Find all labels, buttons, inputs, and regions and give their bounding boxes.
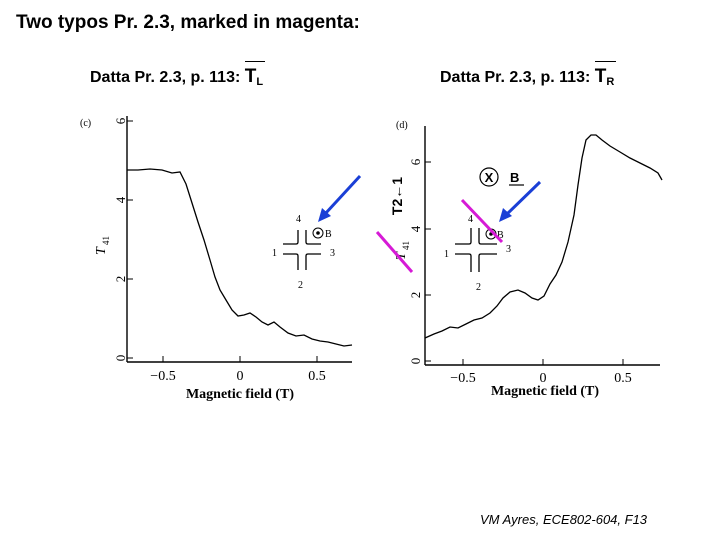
left-inset-terminal-4: 4 [296, 214, 301, 225]
right-y-tick-label: 4 [408, 225, 423, 232]
b-symbol-typo-strike [460, 198, 504, 244]
left-heading-overbar [244, 61, 266, 62]
circled-x-symbol [479, 167, 499, 187]
right-x-tick-label: 0.5 [614, 371, 632, 386]
right-x-tick-label: −0.5 [450, 371, 475, 386]
right-inset-b-label: B [497, 230, 504, 241]
left-y-tick-label: 6 [113, 117, 128, 124]
y-label-typo-strike [375, 231, 414, 273]
left-blue-arrow-shaft [323, 174, 362, 216]
left-panel-heading: Datta Pr. 2.3, p. 113: TL [90, 61, 266, 88]
right-y-tick-label: 6 [408, 158, 423, 165]
left-heading-symbol: TL [244, 61, 266, 88]
left-data-curve [127, 168, 353, 347]
left-inset-cross [283, 230, 321, 270]
right-inset-terminal-3: 3 [506, 244, 511, 255]
left-heading-subscript: L [256, 76, 264, 88]
right-heading-symbol: TR [594, 61, 617, 88]
right-inset-terminal-1: 1 [444, 249, 449, 260]
left-inset-terminal-2: 2 [298, 280, 303, 291]
left-b-field-dot [316, 231, 320, 235]
left-y-tick-label: 4 [113, 196, 128, 203]
right-y-axis-sub: 41 [401, 241, 411, 250]
slide-title: Two typos Pr. 2.3, marked in magenta: [16, 12, 360, 33]
right-data-curve [424, 134, 663, 339]
left-inset-terminal-3: 3 [330, 248, 335, 259]
right-blue-arrow-shaft [505, 180, 542, 216]
left-y-tick-label: 0 [113, 355, 128, 362]
left-x-axis-label: Magnetic field (T) [186, 387, 294, 402]
left-x-tick-label: 0.5 [308, 369, 326, 384]
right-inset-terminal-2: 2 [476, 282, 481, 293]
right-figure-label: (d) [396, 120, 408, 131]
right-blue-arrow-head [499, 208, 512, 222]
slide-footer: VM Ayres, ECE802-604, F13 [480, 512, 648, 527]
left-inset-terminal-1: 1 [272, 248, 277, 259]
right-inset-terminal-4: 4 [468, 214, 473, 225]
right-heading-overbar [594, 61, 617, 62]
annotation-x: X [485, 170, 494, 185]
right-heading-subscript: R [606, 76, 615, 88]
right-x-tick-label: 0 [540, 371, 547, 386]
left-blue-arrow-head [318, 208, 331, 222]
right-y-axis-label: T [394, 251, 409, 260]
left-x-tick-label: 0 [237, 369, 244, 384]
right-x-axis-label: Magnetic field (T) [491, 384, 599, 399]
right-y-tick-label: 0 [408, 358, 423, 365]
right-heading-text: Datta Pr. 2.3, p. 113: [440, 69, 595, 86]
right-figure: (d) 0 2 4 6 T 41 T2←1 −0.5 0 0.5 Magneti… [375, 120, 663, 399]
left-y-tick-label: 2 [113, 276, 128, 283]
left-heading-text: Datta Pr. 2.3, p. 113: [90, 69, 245, 86]
left-y-axis-sub: 41 [101, 236, 111, 245]
right-y-tick-label: 2 [408, 292, 423, 299]
left-figure: (c) 0 2 4 6 T 41 −0.5 0 0.5 Magnetic fie… [80, 116, 362, 402]
right-inset-cross [455, 228, 497, 272]
corrected-axis-label: T2←1 [389, 177, 405, 215]
left-inset-b-label: B [325, 229, 332, 240]
right-heading-symbol-letter: T [594, 66, 607, 87]
left-b-field-symbol [312, 227, 324, 239]
left-figure-label: (c) [80, 118, 91, 129]
left-heading-symbol-letter: T [244, 66, 257, 87]
left-x-tick-label: −0.5 [150, 369, 175, 384]
annotation-b: B [510, 170, 519, 185]
right-panel-heading: Datta Pr. 2.3, p. 113: TR [440, 61, 617, 88]
left-y-axis-label: T [94, 246, 109, 255]
